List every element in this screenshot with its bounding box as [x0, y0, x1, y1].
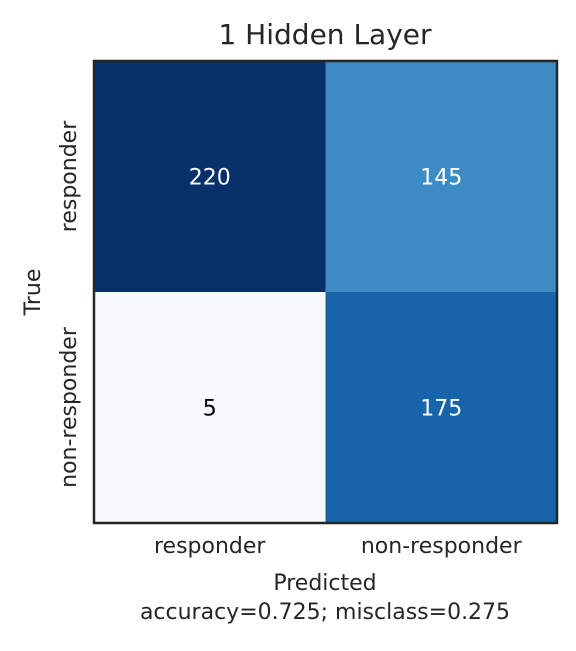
x-tick-labels: responder non-responder [154, 534, 523, 559]
heatmap-cell-0-0 [94, 61, 326, 293]
y-tick-label-0: responder [57, 120, 82, 232]
cell-value-1-0: 5 [203, 397, 217, 422]
y-axis-label: True [21, 269, 46, 317]
x-axis-label: Predicted [273, 571, 376, 596]
heatmap-cell-1-0 [94, 292, 326, 524]
y-tick-label-1: non-responder [57, 326, 82, 488]
plot-frame [92, 59, 559, 525]
cell-value-0-1: 145 [420, 166, 462, 191]
cell-value-1-1: 175 [420, 397, 462, 422]
heatmap-cell-1-1 [325, 292, 558, 524]
heatmap-cells [94, 61, 558, 524]
heatmap-cell-0-1 [325, 61, 558, 293]
cell-value-0-0: 220 [189, 166, 231, 191]
accuracy-summary: accuracy=0.725; misclass=0.275 [140, 600, 510, 625]
x-tick-label-1: non-responder [361, 534, 523, 559]
chart-title: 1 Hidden Layer [218, 18, 432, 51]
x-tick-label-0: responder [154, 534, 266, 559]
y-tick-labels: responder non-responder [57, 120, 82, 488]
cell-value-labels: 220 145 5 175 [189, 166, 463, 422]
